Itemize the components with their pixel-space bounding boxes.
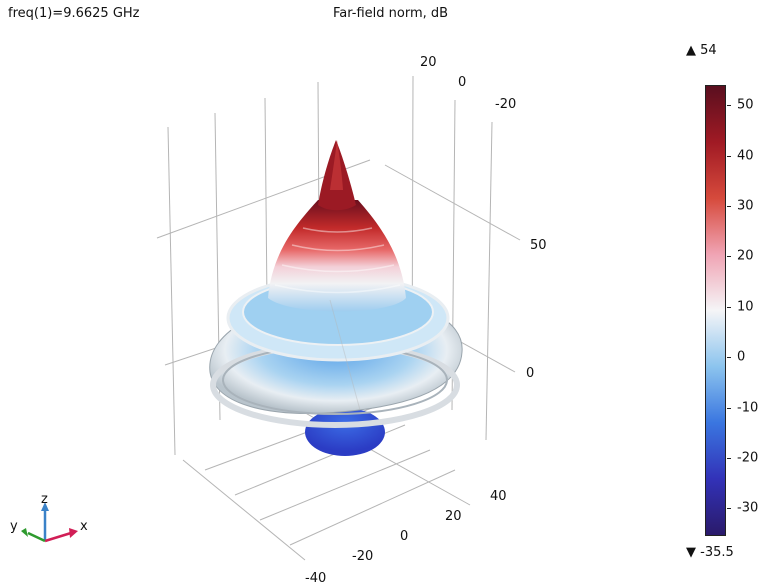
colorbar-tick-mark xyxy=(727,155,731,157)
colorbar-tick-mark xyxy=(727,407,731,409)
colorbar-tick-mark xyxy=(727,457,731,459)
colorbar-tick-label: 0 xyxy=(737,349,746,365)
plot-title: Far-field norm, dB xyxy=(333,6,449,21)
tick-x-40: 40 xyxy=(490,489,507,504)
colorbar-tick-label: -20 xyxy=(737,450,759,466)
tick-x-0: 0 xyxy=(400,529,408,544)
colorbar-tick-label: -10 xyxy=(737,400,759,415)
tick-x-20: 20 xyxy=(445,509,462,524)
axis-tick-labels: 20 0 -20 50 0 40 20 0 -20 -40 xyxy=(305,55,547,586)
tick-top-neg20: -20 xyxy=(495,97,516,112)
colorbar-tick-mark xyxy=(727,306,731,308)
colorbar-tick-mark xyxy=(727,205,731,207)
colorbar xyxy=(705,85,726,536)
colorbar-tick-label: 10 xyxy=(737,299,754,315)
triad-x-label: x xyxy=(80,519,88,534)
colorbar-tick-label: 20 xyxy=(737,248,754,264)
colorbar-tick-mark xyxy=(727,105,731,107)
axis-triad: z x y xyxy=(10,493,88,543)
colorbar-tick-label: 30 xyxy=(737,198,754,214)
triad-y-label: y xyxy=(10,519,18,534)
colorbar-min-label: ▼ -35.5 xyxy=(686,545,734,560)
tick-z-50: 50 xyxy=(530,238,547,253)
y-axis-arrow xyxy=(27,531,46,543)
tick-x-neg20: -20 xyxy=(352,549,373,564)
tick-z-0: 0 xyxy=(526,366,534,381)
colorbar-tick-label: -30 xyxy=(737,500,759,516)
tick-top-20: 20 xyxy=(420,55,437,70)
colorbar-tick-mark xyxy=(727,256,731,258)
frequency-label: freq(1)=9.6625 GHz xyxy=(8,6,140,21)
colorbar-tick-label: 50 xyxy=(737,97,754,113)
colorbar-tick-label: 40 xyxy=(737,148,754,164)
tick-x-neg40: -40 xyxy=(305,571,326,586)
colorbar-max-label: ▲ 54 xyxy=(686,43,717,58)
far-field-3d-plot[interactable]: 20 0 -20 50 0 40 20 0 -20 -40 xyxy=(0,0,680,587)
colorbar-tick-mark xyxy=(727,508,731,510)
x-axis-arrow xyxy=(44,531,72,543)
triad-z-label: z xyxy=(41,493,48,507)
colorbar-tick-mark xyxy=(727,357,731,359)
far-field-surface xyxy=(209,140,463,456)
tick-top-0: 0 xyxy=(458,75,466,90)
